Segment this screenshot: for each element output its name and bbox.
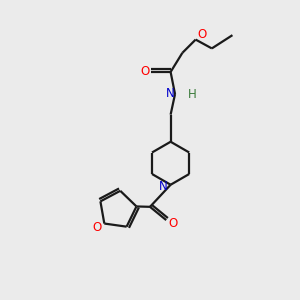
Text: O: O [140, 65, 150, 78]
Text: O: O [92, 220, 102, 234]
Text: O: O [168, 217, 177, 230]
Text: O: O [197, 28, 207, 41]
Text: N: N [166, 87, 175, 100]
Text: N: N [159, 180, 168, 193]
Text: H: H [188, 88, 197, 100]
